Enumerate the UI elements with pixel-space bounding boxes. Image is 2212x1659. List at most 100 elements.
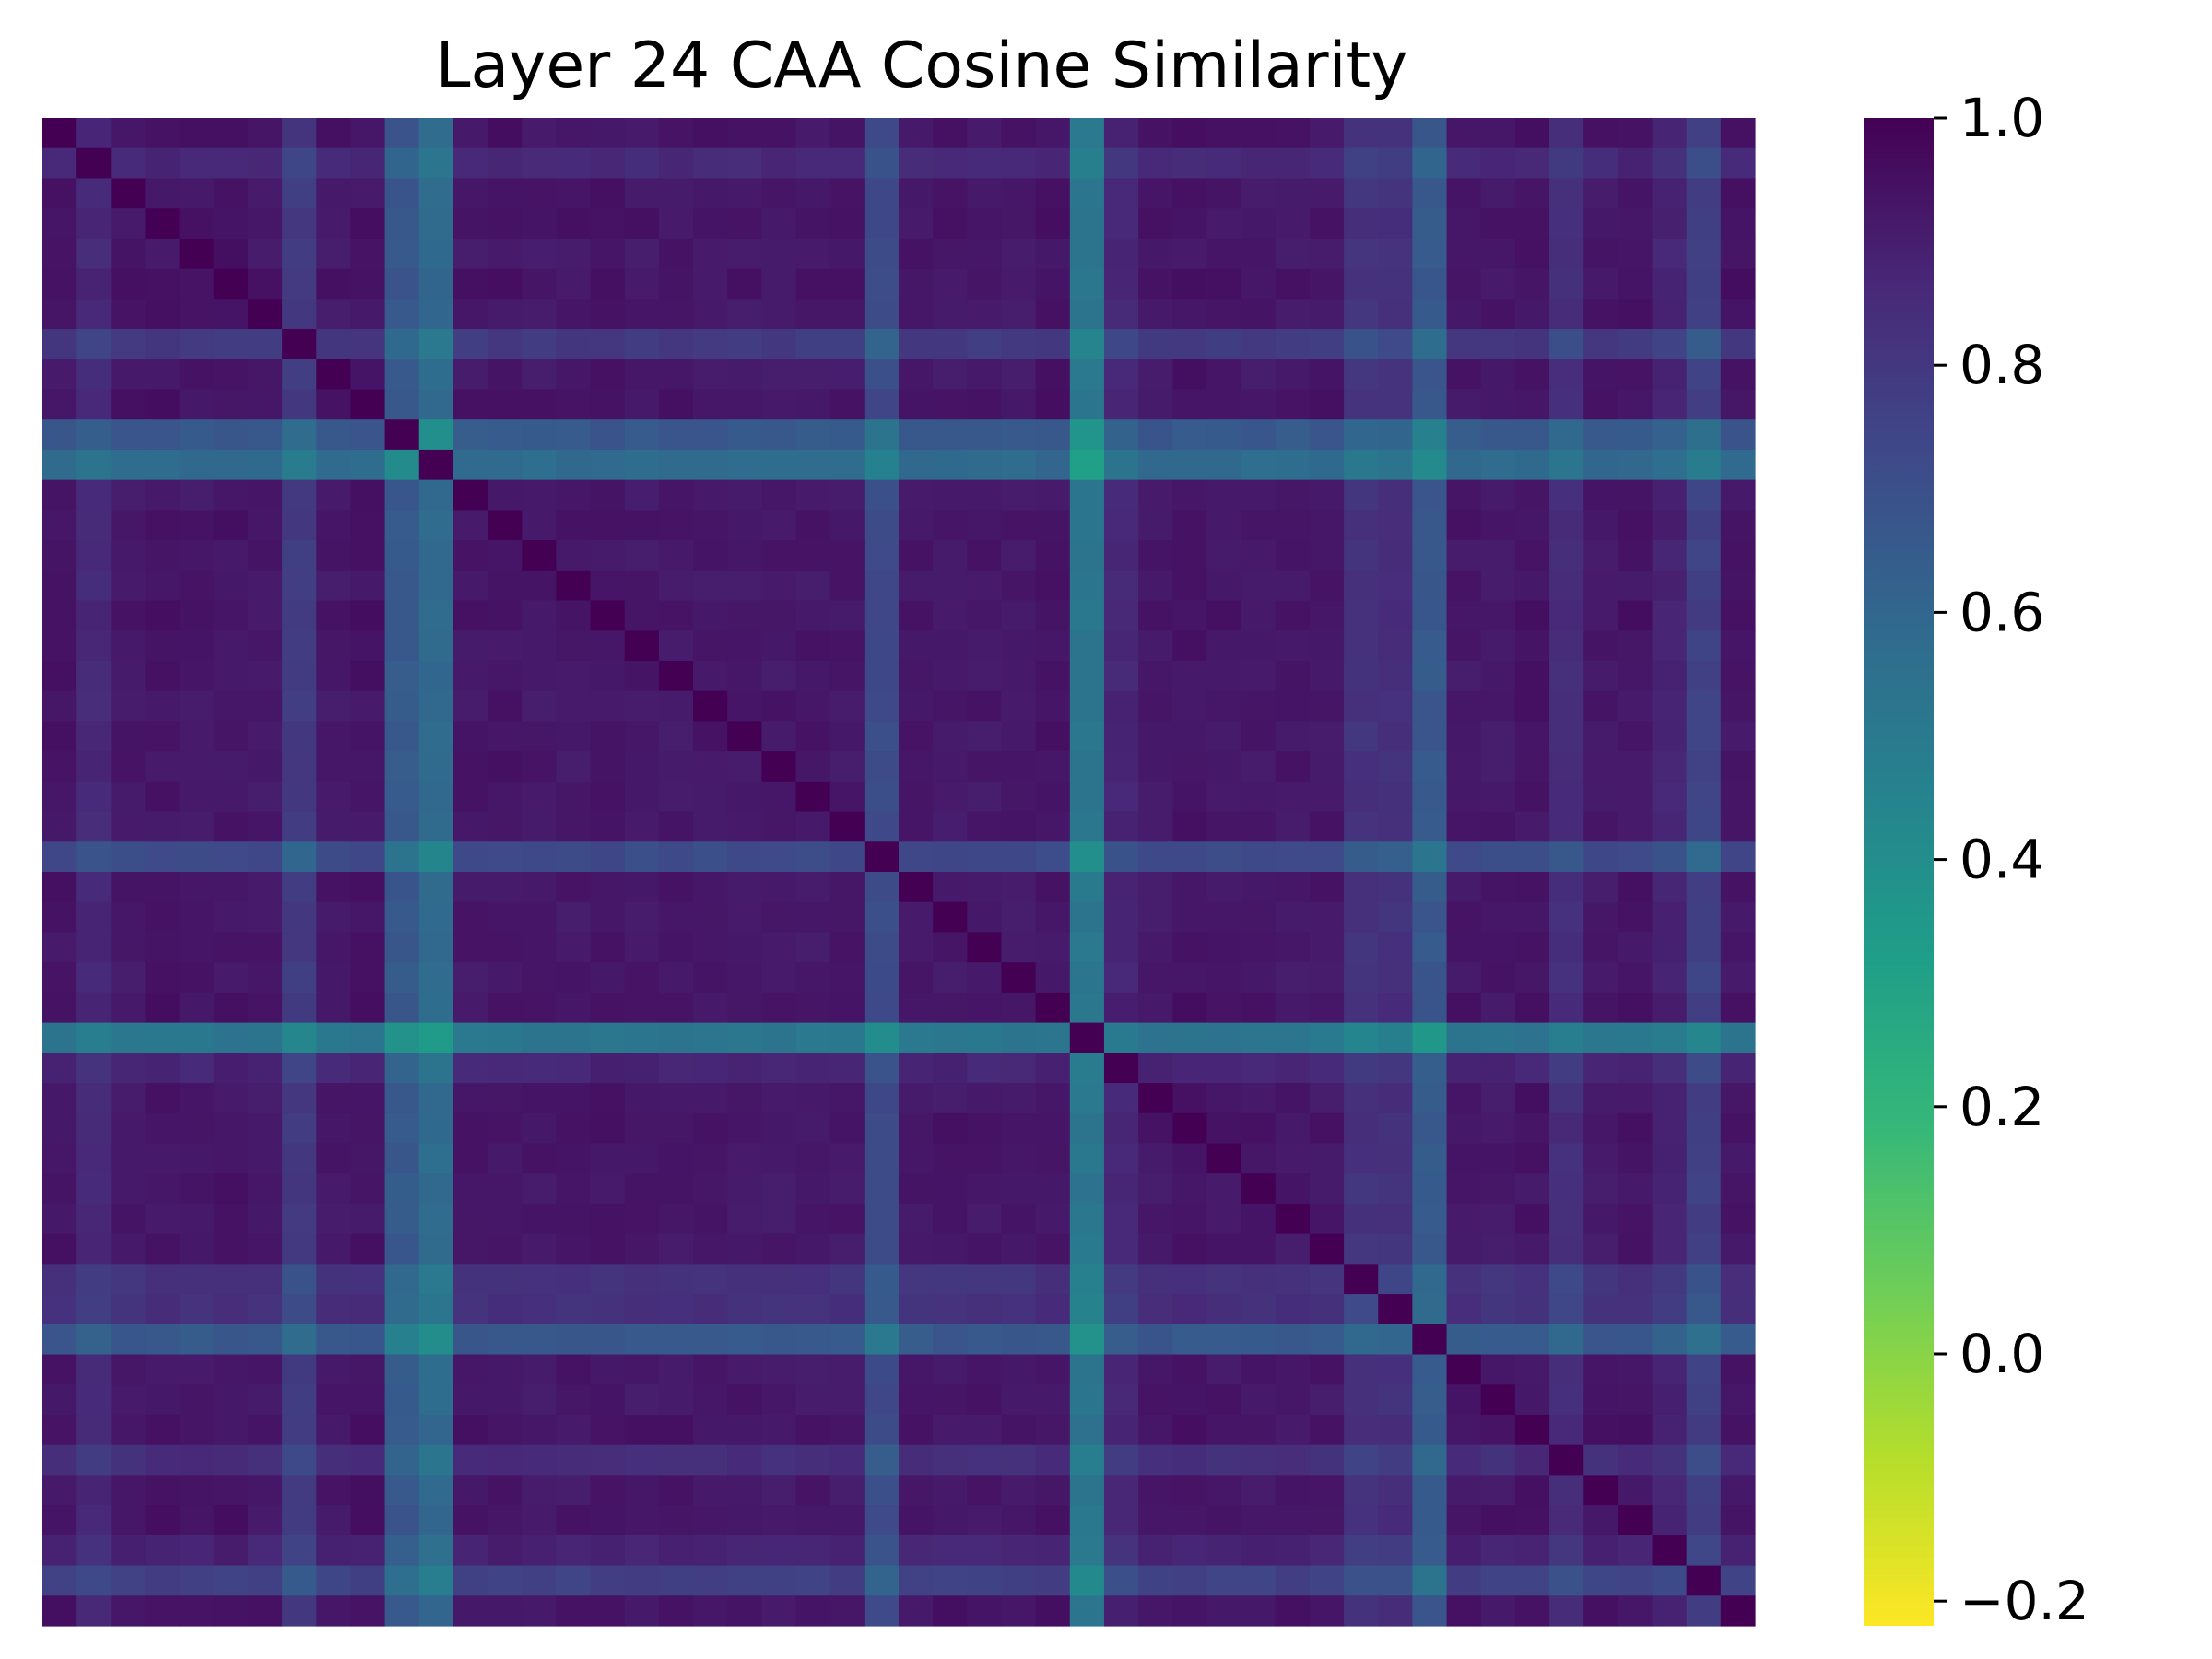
heatmap-cell [1514,690,1550,722]
heatmap-cell [967,751,1003,782]
heatmap-cell [761,510,797,541]
heatmap-cell [1206,1475,1242,1506]
heatmap-cell [1206,781,1242,813]
heatmap-cell [1583,147,1618,180]
heatmap-cell [213,962,249,994]
heatmap-cell [1035,1294,1071,1325]
heatmap-cell [1035,147,1071,180]
heatmap-cell [1412,329,1448,360]
heatmap-cell [590,419,626,451]
heatmap-cell [933,1595,968,1627]
heatmap-cell [384,208,420,240]
colorbar-tick-label: 0.8 [1959,334,2044,396]
heatmap-cell [1618,510,1653,541]
heatmap-cell [1480,449,1516,481]
heatmap-cell [350,811,386,842]
heatmap-cell [1241,1475,1277,1506]
heatmap-cell [556,1053,592,1084]
heatmap-cell [522,992,557,1024]
heatmap-cell [1549,630,1584,662]
heatmap-cell [624,1565,660,1596]
heatmap-cell [76,1505,112,1536]
heatmap-cell [864,630,900,662]
heatmap-cell [213,1565,249,1596]
heatmap-cell [247,1022,283,1053]
heatmap-cell [1309,268,1345,300]
heatmap-cell [761,178,797,209]
heatmap-cell [1652,872,1688,903]
heatmap-cell [967,1233,1003,1265]
heatmap-cell [556,1264,592,1295]
heatmap-cell [590,1173,626,1205]
heatmap-cell [384,1203,420,1235]
heatmap-cell [1618,1535,1653,1567]
heatmap-cell [1412,147,1448,180]
heatmap-cell [693,1354,728,1385]
heatmap-cell [1138,630,1173,662]
heatmap-cell [145,751,181,782]
heatmap-cell [42,690,77,722]
heatmap-cell [179,299,215,330]
heatmap-cell [624,841,660,873]
heatmap-cell [384,872,420,903]
heatmap-cell [1446,811,1482,842]
heatmap-cell [282,1264,317,1295]
heatmap-cell [1480,630,1516,662]
heatmap-cell [1583,1083,1618,1114]
heatmap-cell [111,359,147,391]
heatmap-cell [864,751,900,782]
heatmap-cell [282,1444,317,1476]
heatmap-cell [247,1112,283,1145]
heatmap-cell [522,1203,557,1235]
heatmap-cell [1344,1354,1379,1385]
heatmap-cell [1069,1022,1105,1053]
heatmap-cell [1069,901,1105,934]
heatmap-cell [727,1294,762,1325]
heatmap-cell [1138,1414,1173,1446]
heatmap-cell [1412,479,1448,511]
heatmap-cell [899,690,934,722]
heatmap-cell [1618,238,1653,270]
heatmap-cell [179,389,215,420]
heatmap-cell [1378,1294,1413,1325]
heatmap-cell [1686,660,1722,692]
heatmap-cell [76,1173,112,1205]
heatmap-cell [590,1083,626,1114]
heatmap-cell [1001,359,1037,391]
heatmap-cell [727,841,762,873]
heatmap-cell [282,872,317,903]
heatmap-cell [247,872,283,903]
heatmap-cell [1069,208,1105,240]
heatmap-cell [453,841,488,873]
heatmap-cell [1378,1444,1413,1476]
heatmap-cell [693,1505,728,1536]
heatmap-cell [1344,540,1379,571]
heatmap-cell [1446,178,1482,209]
heatmap-cell [1309,118,1345,149]
heatmap-cell [384,1022,420,1053]
heatmap-cell [316,1143,352,1174]
heatmap-cell [864,178,900,209]
heatmap-cell [1686,1143,1722,1174]
heatmap-cell [350,1264,386,1295]
heatmap-cell [1549,1475,1584,1506]
heatmap-cell [1480,1053,1516,1084]
heatmap-cell [1103,721,1139,752]
heatmap-cell [522,479,557,511]
heatmap-cell [488,299,523,330]
heatmap-cell [795,1535,831,1567]
heatmap-cell [556,1143,592,1174]
heatmap-cell [1378,1112,1413,1145]
heatmap-cell [590,1414,626,1446]
heatmap-cell [933,268,968,300]
heatmap-cell [899,1354,934,1385]
heatmap-cell [213,1595,249,1627]
heatmap-cell [658,1535,694,1567]
heatmap-cell [1241,570,1277,602]
heatmap-cell [590,690,626,722]
heatmap-cell [795,510,831,541]
heatmap-cell [556,419,592,451]
heatmap-cell [830,690,865,722]
heatmap-cell [1275,1444,1311,1476]
heatmap-cell [453,630,488,662]
